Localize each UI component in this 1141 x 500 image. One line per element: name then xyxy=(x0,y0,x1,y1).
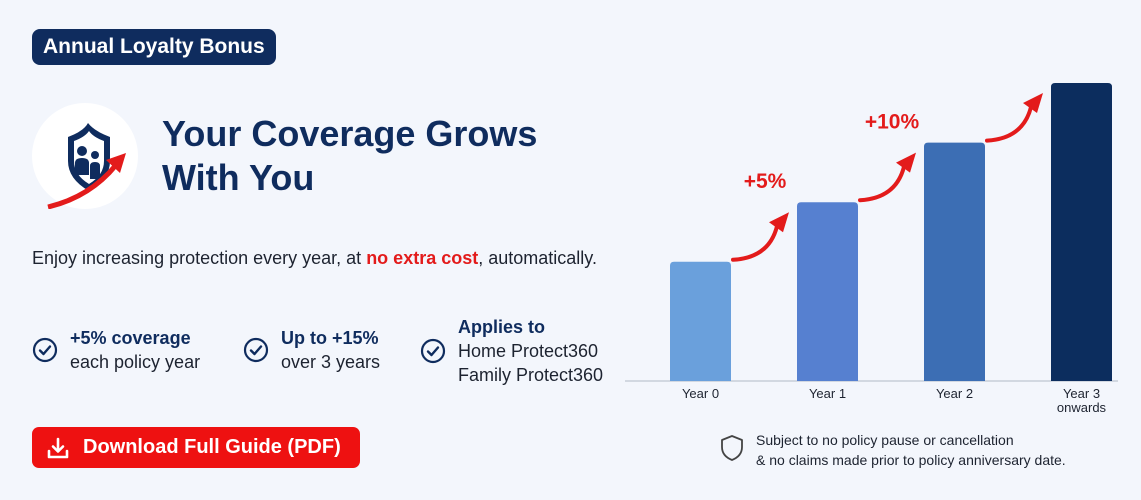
feature-coverage: +5% coverage each policy year xyxy=(32,326,200,374)
feature-detail: over 3 years xyxy=(281,352,381,372)
page-title: Your Coverage Grows With You xyxy=(162,112,622,200)
feature-applies: Applies to Home Protect360 Family Protec… xyxy=(420,315,603,387)
disclaimer-line-2: & no claims made prior to policy anniver… xyxy=(756,452,1066,468)
subtitle-highlight: no extra cost xyxy=(366,248,479,268)
chart-bar xyxy=(670,261,731,381)
chart-bar xyxy=(797,202,858,381)
x-tick-label: Year 1 xyxy=(809,386,846,401)
growth-arrowhead xyxy=(896,152,916,173)
chart-bar xyxy=(924,142,985,381)
download-icon xyxy=(47,437,69,458)
x-tick-label: Year 2 xyxy=(936,386,973,401)
increment-label: +15% xyxy=(992,70,1047,74)
title-line-2: With You xyxy=(162,157,315,198)
subtitle-prefix: Enjoy increasing protection every year, … xyxy=(32,248,367,268)
subtitle: Enjoy increasing protection every year, … xyxy=(32,248,597,269)
disclaimer-line-1: Subject to no policy pause or cancellati… xyxy=(756,432,1014,448)
download-button-label: Download Full Guide (PDF) xyxy=(83,436,341,458)
disclaimer: Subject to no policy pause or cancellati… xyxy=(720,430,1066,470)
growth-arrow xyxy=(858,164,906,203)
increment-label: +10% xyxy=(865,111,920,134)
growth-arrow xyxy=(985,105,1033,143)
x-tick-label: Year 0 xyxy=(682,386,719,401)
growth-arrowhead xyxy=(1023,93,1043,113)
download-guide-button[interactable]: Download Full Guide (PDF) xyxy=(32,427,360,468)
family-shield-growth-icon xyxy=(32,103,138,209)
feature-title: Up to +15% xyxy=(281,328,379,348)
feature-product: Family Protect360 xyxy=(458,365,604,385)
title-line-1: Your Coverage Grows xyxy=(162,113,538,154)
feature-title: +5% coverage xyxy=(70,328,191,348)
feature-detail: each policy year xyxy=(70,352,201,372)
x-tick-label: onwards xyxy=(1057,400,1107,415)
growth-arrowhead xyxy=(769,212,789,233)
shield-outline-icon xyxy=(721,435,743,461)
check-circle-icon xyxy=(32,337,58,363)
growth-arrow xyxy=(731,224,779,262)
check-circle-icon xyxy=(420,338,446,364)
subtitle-suffix: , automatically. xyxy=(478,248,597,268)
feature-max: Up to +15% over 3 years xyxy=(243,326,380,374)
feature-product: Home Protect360 xyxy=(458,341,599,361)
x-tick-label: Year 3 xyxy=(1063,386,1100,401)
check-circle-icon xyxy=(243,337,269,363)
loyalty-bonus-badge: Annual Loyalty Bonus xyxy=(32,29,276,65)
increment-label: +5% xyxy=(744,170,787,193)
chart-bar xyxy=(1051,83,1112,381)
feature-title: Applies to xyxy=(458,317,546,337)
